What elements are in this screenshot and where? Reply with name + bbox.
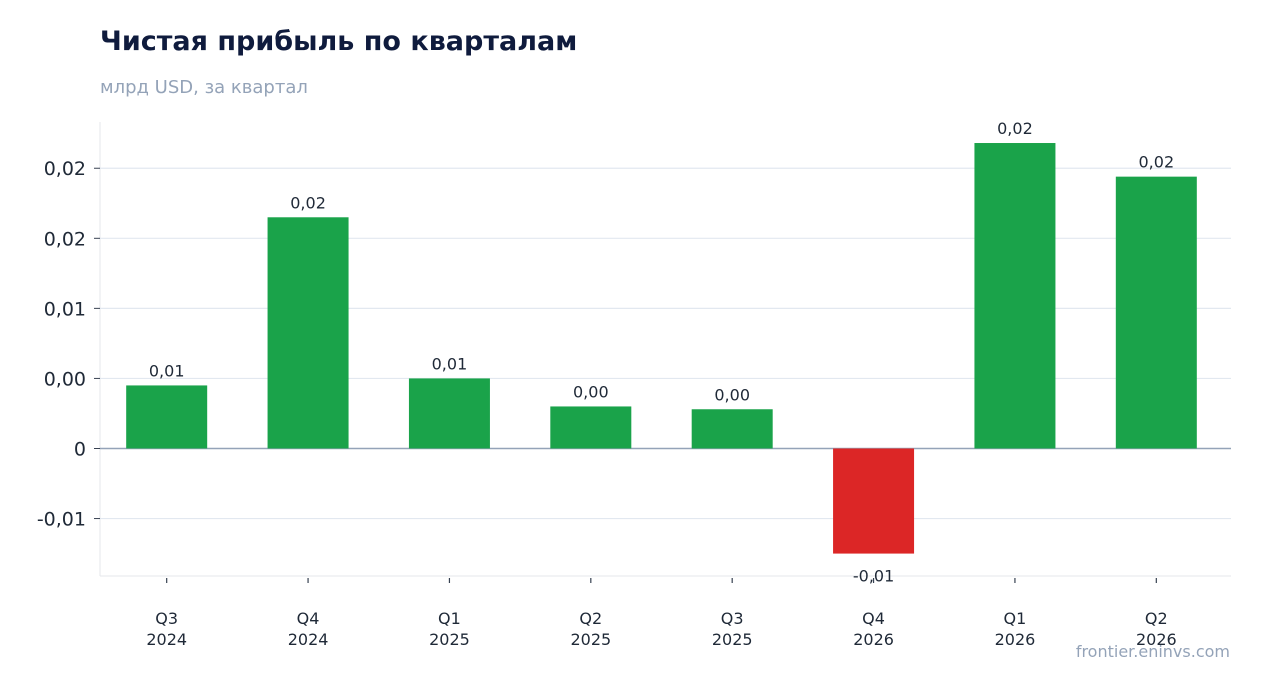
chart-subtitle: млрд USD, за квартал — [100, 77, 308, 98]
y-tick-label: 0,01 — [44, 298, 86, 320]
y-tick-label: 0,00 — [44, 368, 86, 390]
bar — [267, 217, 349, 449]
x-tick-label: Q2 2026 — [1136, 609, 1177, 649]
data-label: -0,01 — [853, 567, 894, 586]
data-label: 0,02 — [290, 193, 326, 212]
bar — [126, 385, 208, 449]
y-tick-label: 0 — [74, 438, 86, 460]
x-tick-label: Q1 2026 — [995, 609, 1036, 649]
x-tick-label: Q2 2025 — [570, 609, 611, 649]
x-tick-label: Q3 2024 — [146, 609, 187, 649]
bar — [550, 406, 632, 449]
data-label: 0,01 — [149, 361, 185, 380]
x-tick-label: Q1 2025 — [429, 609, 470, 649]
x-tick-label: Q3 2025 — [712, 609, 753, 649]
data-label: 0,01 — [432, 354, 468, 373]
bar — [833, 448, 915, 554]
bar — [408, 378, 490, 449]
data-label: 0,02 — [1139, 153, 1175, 172]
y-tick-label: 0,02 — [44, 158, 86, 180]
bar — [691, 409, 773, 449]
y-tick-label: 0,02 — [44, 228, 86, 250]
data-label: 0,00 — [714, 385, 750, 404]
data-label: 0,02 — [997, 119, 1033, 138]
data-label: 0,00 — [573, 382, 609, 401]
source-watermark: frontier.eninvs.com — [1075, 642, 1230, 661]
x-tick-label: Q4 2024 — [288, 609, 329, 649]
bar — [1115, 176, 1197, 449]
bar — [974, 143, 1056, 449]
y-tick-label: -0,01 — [37, 509, 86, 531]
chart-title: Чистая прибыль по кварталам — [100, 26, 578, 57]
x-tick-label: Q4 2026 — [853, 609, 894, 649]
